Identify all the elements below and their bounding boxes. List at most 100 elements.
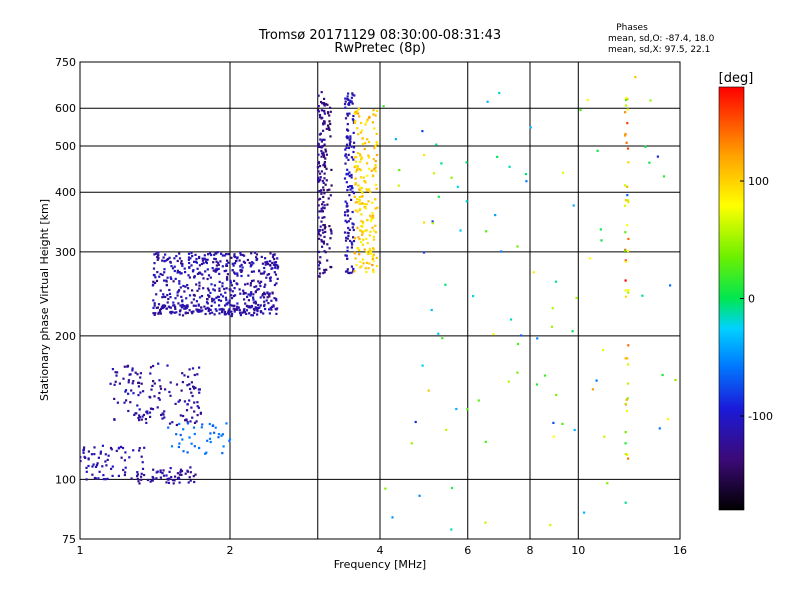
data-point	[624, 442, 627, 445]
data-point	[459, 229, 462, 232]
data-point	[369, 230, 372, 233]
data-point	[151, 479, 154, 482]
data-point	[263, 304, 266, 308]
data-point	[261, 272, 264, 275]
data-point	[138, 414, 141, 417]
data-point	[239, 292, 242, 295]
data-point	[264, 257, 267, 260]
data-point	[321, 210, 324, 213]
data-point	[322, 189, 325, 192]
data-point	[561, 422, 564, 425]
data-point	[228, 439, 231, 442]
data-point	[188, 368, 191, 371]
data-point	[261, 294, 264, 297]
data-point	[366, 219, 369, 222]
data-point	[250, 305, 253, 308]
data-point	[323, 97, 326, 100]
data-point	[357, 107, 360, 111]
data-point	[189, 471, 192, 474]
data-point	[351, 226, 354, 229]
data-point	[225, 269, 228, 272]
data-point	[214, 426, 217, 429]
data-point	[344, 270, 348, 273]
data-point	[137, 394, 140, 397]
data-point	[190, 252, 193, 255]
data-point	[247, 293, 250, 296]
data-point	[323, 227, 326, 230]
data-point	[131, 367, 134, 370]
data-point	[178, 442, 181, 445]
data-point	[155, 293, 158, 296]
data-point	[213, 289, 216, 292]
data-point	[136, 373, 139, 376]
data-point	[137, 381, 140, 384]
data-point	[146, 478, 149, 482]
data-point	[195, 420, 198, 423]
data-point	[275, 312, 278, 315]
data-point	[321, 179, 324, 183]
data-point	[374, 164, 377, 167]
data-point	[361, 191, 364, 195]
data-point	[330, 266, 333, 269]
data-point	[344, 254, 347, 257]
data-point	[169, 467, 172, 470]
data-point	[191, 289, 194, 292]
data-point	[176, 472, 179, 475]
data-point	[205, 260, 208, 263]
data-point	[325, 153, 328, 156]
data-point	[232, 294, 235, 298]
data-point	[168, 288, 171, 292]
data-point	[201, 257, 204, 260]
data-point	[209, 252, 212, 255]
data-point	[595, 379, 598, 382]
data-point	[324, 183, 327, 186]
data-point	[121, 446, 125, 450]
data-point	[170, 277, 173, 280]
data-point	[356, 152, 360, 155]
data-point	[239, 253, 242, 256]
data-point	[246, 282, 249, 285]
data-point	[375, 187, 378, 190]
data-point	[198, 391, 201, 394]
data-point	[161, 259, 164, 262]
data-point	[145, 410, 148, 414]
data-point	[173, 304, 176, 307]
data-point	[365, 270, 368, 274]
data-point	[627, 199, 630, 202]
data-point	[323, 161, 326, 164]
data-point	[85, 478, 88, 481]
data-point	[178, 310, 182, 313]
data-point	[271, 261, 274, 264]
data-point	[263, 300, 266, 303]
data-point	[178, 313, 181, 316]
data-point	[274, 307, 277, 311]
data-point	[198, 281, 201, 284]
data-point	[365, 237, 368, 240]
data-point	[228, 299, 231, 302]
data-point	[137, 385, 140, 388]
data-point	[218, 312, 221, 315]
data-point	[153, 304, 156, 307]
data-point	[246, 258, 249, 262]
data-point	[193, 260, 196, 263]
data-point	[175, 311, 178, 314]
data-point	[160, 413, 163, 417]
data-point	[80, 460, 82, 463]
data-point	[368, 115, 371, 118]
data-point	[152, 306, 155, 309]
data-point	[160, 307, 163, 311]
data-point	[229, 279, 232, 282]
data-point	[346, 268, 349, 271]
data-point	[627, 161, 630, 164]
data-point	[162, 256, 165, 259]
data-point	[206, 439, 209, 442]
data-point	[251, 261, 254, 264]
data-point	[153, 274, 156, 277]
data-point	[648, 161, 651, 164]
data-point	[374, 231, 377, 234]
data-point	[125, 399, 128, 402]
data-point	[253, 311, 256, 314]
data-point	[624, 357, 627, 360]
data-point	[171, 479, 174, 482]
data-point	[217, 433, 221, 436]
